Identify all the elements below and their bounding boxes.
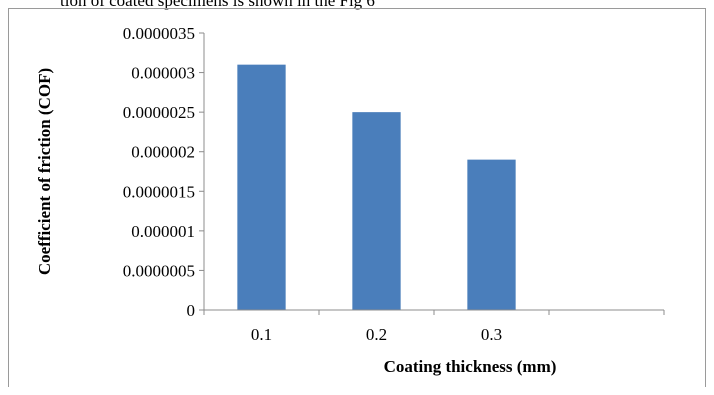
y-tick-label: 0.000002 (131, 143, 195, 162)
y-tick-label: 0.0000035 (123, 24, 195, 43)
y-tick-label: 0.0000015 (123, 182, 195, 201)
bar-0.3 (467, 159, 516, 310)
chart-frame (8, 8, 706, 387)
y-axis-ticks: 0 0.0000005 0.000001 0.0000015 0.000002 0.000… (123, 24, 204, 320)
x-tick-label: 0.1 (251, 325, 272, 344)
x-tick-label: 0.3 (481, 325, 502, 344)
bars (237, 64, 516, 311)
bar-0.2 (352, 112, 401, 311)
x-axis-title: Coating thickness (mm) (384, 357, 557, 376)
y-tick-label: 0.000001 (131, 222, 195, 241)
x-tick-label: 0.2 (366, 325, 387, 344)
y-tick-label: 0 (187, 301, 196, 320)
y-axis-title: Coefficient of friction (COF) (35, 68, 54, 275)
x-axis-ticks: 0.1 0.2 0.3 (203, 310, 665, 344)
y-tick-label: 0.0000005 (123, 261, 195, 280)
y-tick-label: 0.000003 (131, 64, 195, 83)
caption-fragment: tion of coated specimens is shown in the… (60, 0, 375, 10)
y-tick-label: 0.0000025 (123, 103, 195, 122)
bar-0.1 (237, 64, 286, 311)
